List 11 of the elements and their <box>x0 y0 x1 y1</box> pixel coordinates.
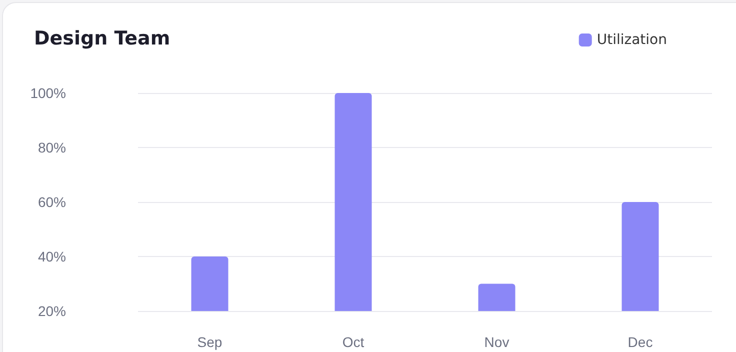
chart-title: Design Team <box>34 28 170 50</box>
y-tick-label: 60% <box>38 194 66 210</box>
y-tick-label: 80% <box>38 140 66 156</box>
y-tick-label: 40% <box>38 248 66 264</box>
y-tick-label: 20% <box>38 303 66 319</box>
x-tick-label: Nov <box>484 334 510 350</box>
x-tick-label: Oct <box>342 334 364 350</box>
x-tick-label: Sep <box>197 334 222 350</box>
x-tick-label: Dec <box>628 334 653 350</box>
legend-label: Utilization <box>596 32 668 48</box>
y-tick-label: 100% <box>30 85 66 101</box>
